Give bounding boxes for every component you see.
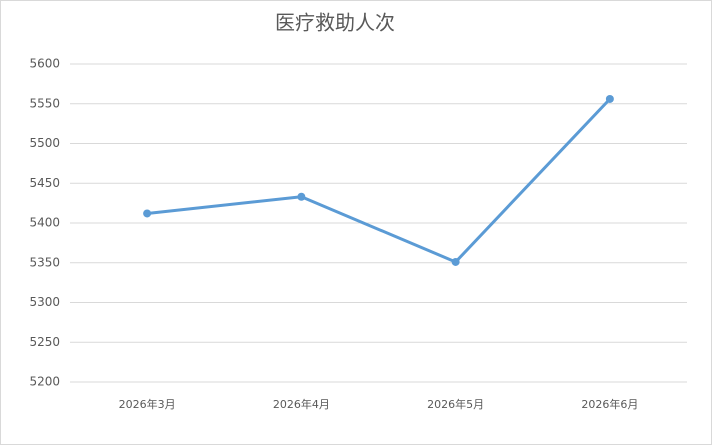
chart-title: 医疗救助人次 (275, 11, 395, 35)
y-tick-label: 5450 (29, 176, 60, 190)
data-point (297, 192, 306, 201)
data-line (145, 97, 612, 264)
x-tick-label: 2026年5月 (427, 397, 484, 411)
y-tick-label: 5200 (29, 375, 60, 389)
y-tick-label: 5400 (29, 216, 60, 230)
x-tick-label: 2026年3月 (119, 397, 176, 411)
y-tick-label: 5600 (29, 57, 60, 71)
y-tick-label: 5550 (29, 96, 60, 110)
y-tick-label: 5350 (29, 255, 60, 269)
y-tick-label: 5500 (29, 136, 60, 150)
x-tick-label: 2026年6月 (581, 397, 638, 411)
data-point (143, 209, 152, 218)
y-tick-label: 5300 (29, 295, 60, 309)
data-point (451, 257, 460, 266)
x-tick-label: 2026年4月 (273, 397, 330, 411)
y-tick-label: 5250 (29, 335, 60, 349)
data-point (605, 94, 614, 103)
